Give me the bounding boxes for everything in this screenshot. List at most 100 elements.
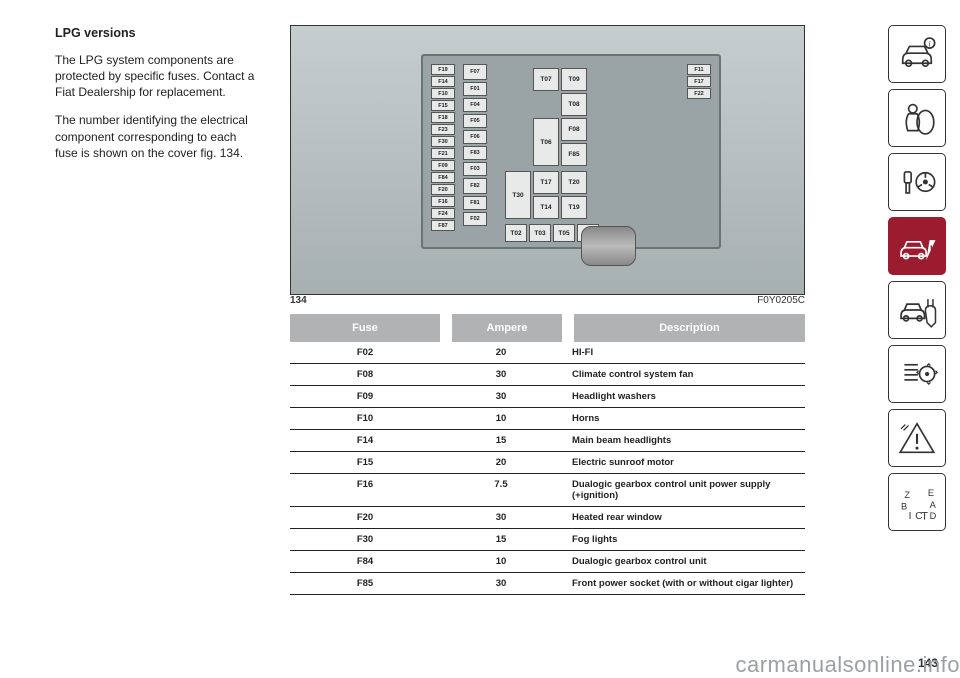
watermark: carmanualsonline.info bbox=[735, 652, 960, 678]
relay: T20 bbox=[561, 171, 587, 194]
fuse-label: F06 bbox=[463, 130, 487, 144]
cell-description: Main beam headlights bbox=[562, 435, 805, 446]
fuse-label: F23 bbox=[431, 124, 455, 135]
cell-fuse: F09 bbox=[290, 391, 440, 402]
cell-description: Dualogic gearbox control unit power supp… bbox=[562, 479, 805, 501]
cell-ampere: 15 bbox=[440, 534, 562, 545]
relay: T14 bbox=[533, 196, 559, 219]
fuse-label: F16 bbox=[431, 196, 455, 207]
relay-group-top: T07 T09 T08 T06 F08 F85 bbox=[533, 68, 587, 166]
relay: T17 bbox=[533, 171, 559, 194]
cell-fuse: F02 bbox=[290, 347, 440, 358]
relay: F85 bbox=[561, 143, 587, 166]
fuse-label: F83 bbox=[463, 146, 487, 160]
th-ampere: Ampere bbox=[452, 314, 562, 342]
main-content: F19F14F10F15F18F23F30F21F09F84F20F16F24F… bbox=[280, 0, 888, 678]
svg-text:A: A bbox=[930, 500, 937, 510]
table-row: F2030Heated rear window bbox=[290, 507, 805, 529]
cell-ampere: 30 bbox=[440, 512, 562, 523]
cell-description: Horns bbox=[562, 413, 805, 424]
table-row: F0220HI-FI bbox=[290, 342, 805, 364]
cell-ampere: 10 bbox=[440, 556, 562, 567]
fuse-label: F01 bbox=[463, 82, 487, 96]
fuse-label: F20 bbox=[431, 184, 455, 195]
cell-ampere: 30 bbox=[440, 578, 562, 589]
th-description: Description bbox=[574, 314, 805, 342]
relay: F08 bbox=[561, 118, 587, 141]
table-body: F0220HI-FIF0830Climate control system fa… bbox=[290, 342, 805, 595]
cell-description: Dualogic gearbox control unit bbox=[562, 556, 805, 567]
icon-starting-driving[interactable] bbox=[888, 153, 946, 211]
cell-fuse: F15 bbox=[290, 457, 440, 468]
relay-group-mid: T30 T17 T20 T14 T19 bbox=[505, 171, 587, 219]
relay: T03 bbox=[529, 224, 551, 242]
figure-number: 134 bbox=[290, 295, 307, 306]
fuse-label: F04 bbox=[463, 98, 487, 112]
sidebar-icons: i ! ZEBAICTD bbox=[888, 0, 960, 678]
cell-fuse: F84 bbox=[290, 556, 440, 567]
cell-fuse: F14 bbox=[290, 435, 440, 446]
table-row: F3015Fog lights bbox=[290, 529, 805, 551]
cylinder-icon bbox=[581, 226, 636, 266]
icon-maintenance[interactable] bbox=[888, 281, 946, 339]
cell-fuse: F20 bbox=[290, 512, 440, 523]
left-text-column: LPG versions The LPG system components a… bbox=[0, 0, 280, 678]
relay: T19 bbox=[561, 196, 587, 219]
cell-fuse: F10 bbox=[290, 413, 440, 424]
table-row: F8530Front power socket (with or without… bbox=[290, 573, 805, 595]
th-fuse: Fuse bbox=[290, 314, 440, 342]
cell-ampere: 10 bbox=[440, 413, 562, 424]
relay: T30 bbox=[505, 171, 531, 219]
cell-description: Climate control system fan bbox=[562, 369, 805, 380]
svg-text:!: ! bbox=[930, 245, 933, 256]
table-row: F0930Headlight washers bbox=[290, 386, 805, 408]
icon-warning[interactable] bbox=[888, 409, 946, 467]
cell-ampere: 20 bbox=[440, 347, 562, 358]
fuse-label: F87 bbox=[431, 220, 455, 231]
cell-ampere: 7.5 bbox=[440, 479, 562, 501]
figure-code: F0Y0205C bbox=[757, 295, 805, 306]
fuse-label: F10 bbox=[431, 88, 455, 99]
icon-safety[interactable] bbox=[888, 89, 946, 147]
fuse-label: F22 bbox=[687, 88, 711, 99]
fuse-label: F14 bbox=[431, 76, 455, 87]
table-row: F8410Dualogic gearbox control unit bbox=[290, 551, 805, 573]
svg-text:Z: Z bbox=[904, 490, 910, 500]
cell-fuse: F85 bbox=[290, 578, 440, 589]
fuse-label: F24 bbox=[431, 208, 455, 219]
cell-description: Fog lights bbox=[562, 534, 805, 545]
cell-ampere: 15 bbox=[440, 435, 562, 446]
icon-index[interactable]: ZEBAICTD bbox=[888, 473, 946, 531]
cell-ampere: 20 bbox=[440, 457, 562, 468]
cell-fuse: F30 bbox=[290, 534, 440, 545]
relay: T05 bbox=[553, 224, 575, 242]
table-row: F1415Main beam headlights bbox=[290, 430, 805, 452]
icon-emergency[interactable]: ! bbox=[888, 217, 946, 275]
svg-text:I: I bbox=[909, 511, 912, 522]
fuse-label: F82 bbox=[463, 178, 487, 194]
table-row: F0830Climate control system fan bbox=[290, 364, 805, 386]
relay: T07 bbox=[533, 68, 559, 91]
fuse-label: F02 bbox=[463, 212, 487, 226]
relay: T02 bbox=[505, 224, 527, 242]
svg-text:E: E bbox=[928, 488, 934, 498]
table-header-row: Fuse Ampere Description bbox=[290, 314, 805, 342]
fuse-label: F05 bbox=[463, 114, 487, 128]
relay: T08 bbox=[561, 93, 587, 116]
table-row: F1010Horns bbox=[290, 408, 805, 430]
lpg-paragraph-1: The LPG system components are protected … bbox=[55, 52, 260, 101]
cell-ampere: 30 bbox=[440, 391, 562, 402]
svg-text:T: T bbox=[921, 511, 928, 523]
cell-description: Front power socket (with or without ciga… bbox=[562, 578, 805, 589]
fuse-label: F84 bbox=[431, 172, 455, 183]
icon-technical-data[interactable] bbox=[888, 345, 946, 403]
fuse-table: Fuse Ampere Description F0220HI-FIF0830C… bbox=[290, 314, 805, 595]
icon-vehicle-info[interactable]: i bbox=[888, 25, 946, 83]
relay: T09 bbox=[561, 68, 587, 91]
fuse-label: F21 bbox=[431, 148, 455, 159]
fuse-label: F09 bbox=[431, 160, 455, 171]
fuse-label: F17 bbox=[687, 76, 711, 87]
table-row: F167.5Dualogic gearbox control unit powe… bbox=[290, 474, 805, 507]
cell-description: Heated rear window bbox=[562, 512, 805, 523]
fuse-diagram: F19F14F10F15F18F23F30F21F09F84F20F16F24F… bbox=[290, 25, 805, 295]
